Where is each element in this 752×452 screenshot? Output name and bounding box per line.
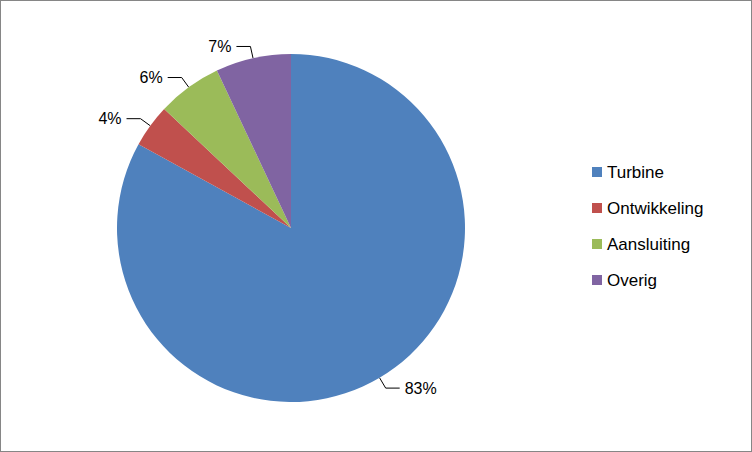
svg-text:6%: 6%: [140, 69, 163, 86]
svg-text:4%: 4%: [98, 110, 121, 127]
svg-text:7%: 7%: [208, 38, 231, 55]
svg-text:Ontwikkeling: Ontwikkeling: [607, 199, 703, 218]
svg-text:Turbine: Turbine: [607, 163, 664, 182]
svg-text:Overig: Overig: [607, 271, 657, 290]
svg-text:Aansluiting: Aansluiting: [607, 235, 690, 254]
svg-text:83%: 83%: [405, 380, 437, 397]
